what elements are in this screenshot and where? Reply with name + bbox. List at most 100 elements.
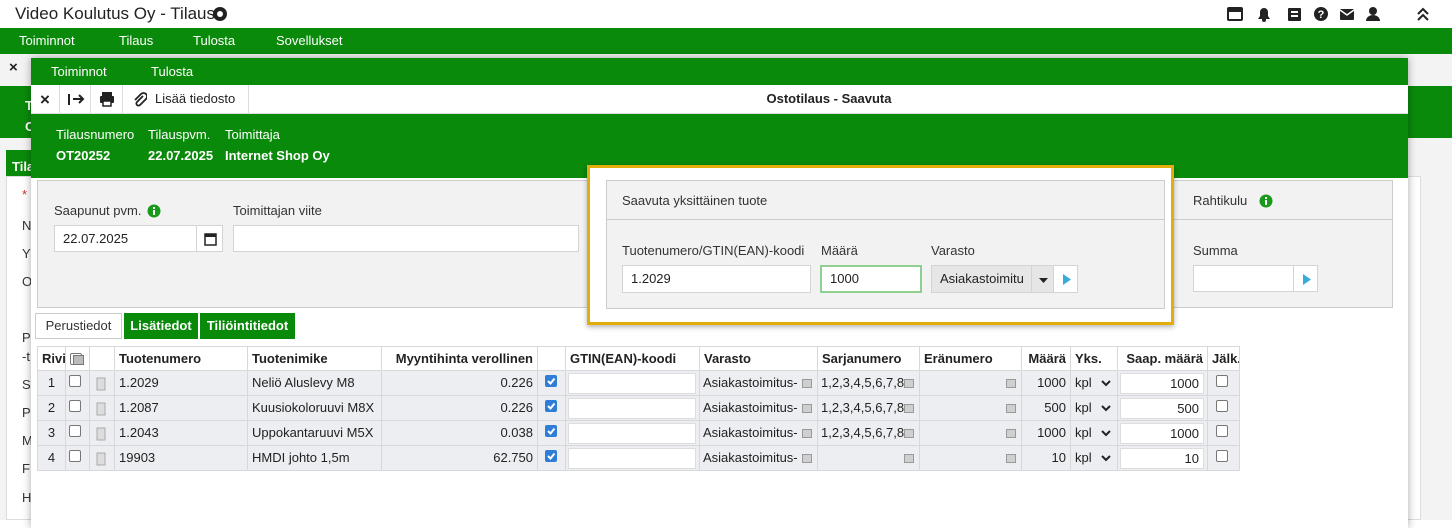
cell-input[interactable]: 10 — [1120, 448, 1204, 469]
cell-select-text[interactable]: 1,2,3,4,5,6,7,8 — [821, 425, 905, 440]
warehouse-dropdown[interactable] — [1031, 265, 1054, 293]
column-header[interactable]: Yks. — [1071, 346, 1118, 371]
single-submit[interactable] — [1053, 265, 1078, 293]
cell-input[interactable] — [568, 398, 696, 419]
highlight-box: Saavuta yksittäinen tuote Tuotenumero/GT… — [587, 165, 1174, 325]
vat-checkbox[interactable] — [545, 450, 557, 462]
followup-checkbox[interactable] — [1216, 375, 1228, 387]
background-text: S — [22, 377, 31, 392]
cell-dropdown[interactable] — [1006, 429, 1016, 438]
cell-dropdown[interactable] — [802, 379, 812, 388]
cell-select-text[interactable]: 1,2,3,4,5,6,7,8 — [821, 375, 905, 390]
column-header[interactable]: Tuotenimike — [248, 346, 382, 371]
menu-item[interactable]: Sovellukset — [276, 33, 343, 48]
cell-dropdown[interactable] — [1006, 379, 1016, 388]
menu-item[interactable]: Tulosta — [151, 64, 194, 79]
cell-dropdown[interactable] — [904, 429, 914, 438]
cell-select-text[interactable]: Asiakastoimitus- — [703, 450, 798, 465]
header-label: Toimittaja — [225, 127, 280, 142]
cell-dropdown[interactable] — [904, 454, 914, 463]
info-icon[interactable] — [1259, 194, 1273, 208]
collapse-icon[interactable] — [1415, 6, 1431, 22]
vat-checkbox[interactable] — [545, 375, 557, 387]
warehouse-select[interactable]: Asiakastoimitu — [931, 265, 1032, 293]
print-button[interactable] — [91, 85, 123, 114]
chevron — [1101, 405, 1111, 412]
cell-input[interactable] — [568, 448, 696, 469]
cell-select-text[interactable]: 1,2,3,4,5,6,7,8 — [821, 400, 905, 415]
table-cell — [920, 421, 1022, 446]
calendar-button[interactable] — [196, 225, 223, 252]
table-cell — [818, 446, 920, 471]
cell-select-text[interactable]: Asiakastoimitus- — [703, 425, 798, 440]
row-checkbox[interactable] — [69, 400, 81, 412]
cell-dropdown[interactable] — [802, 404, 812, 413]
check-mark — [547, 452, 556, 460]
cell-select-text[interactable]: Asiakastoimitus- — [703, 375, 798, 390]
menu-item[interactable]: Tulosta — [193, 33, 236, 48]
sum-input[interactable] — [1193, 265, 1294, 292]
quantity-input[interactable]: 1000 — [820, 265, 922, 293]
cell-dropdown[interactable] — [1006, 404, 1016, 413]
close-button[interactable]: × — [31, 85, 60, 114]
cell-dropdown[interactable] — [1006, 454, 1016, 463]
column-header[interactable]: Saap. määrä — [1118, 346, 1208, 371]
exit-button[interactable] — [60, 85, 91, 114]
followup-checkbox[interactable] — [1216, 400, 1228, 412]
tab[interactable]: Lisätiedot — [124, 313, 198, 339]
row-checkbox[interactable] — [69, 425, 81, 437]
toolbar-icons[interactable]: ? — [1226, 6, 1396, 22]
column-header[interactable]: Tuotenumero — [115, 346, 248, 371]
vat-checkbox[interactable] — [545, 400, 557, 412]
table-cell — [920, 396, 1022, 421]
cell-input[interactable] — [568, 423, 696, 444]
table-cell — [1208, 371, 1240, 396]
dialog-title: Ostotilaus - Saavuta — [766, 91, 892, 106]
row-checkbox[interactable] — [69, 375, 81, 387]
cell-dropdown[interactable] — [802, 454, 812, 463]
column-header[interactable]: Rivi — [37, 346, 66, 371]
header-label: Tilauspvm. — [148, 127, 211, 142]
column-header[interactable]: GTIN(EAN)-koodi — [566, 346, 700, 371]
select-all-dropdown[interactable] — [73, 355, 84, 365]
cell-dropdown[interactable] — [904, 404, 914, 413]
column-header[interactable]: Eränumero — [920, 346, 1022, 371]
cell-dropdown[interactable] — [904, 379, 914, 388]
menu-item[interactable]: Tilaus — [119, 33, 154, 48]
cell-select-text[interactable]: kpl — [1075, 400, 1092, 415]
cell-select-text[interactable]: kpl — [1075, 450, 1092, 465]
warehouse-label: Varasto — [931, 243, 975, 258]
column-header[interactable]: Jälk. — [1208, 346, 1240, 371]
supplier-ref-input[interactable] — [233, 225, 579, 252]
attach-button[interactable]: Lisää tiedosto — [123, 85, 249, 114]
cell-select-text[interactable]: kpl — [1075, 425, 1092, 440]
followup-checkbox[interactable] — [1216, 450, 1228, 462]
tab[interactable]: Perustiedot — [35, 313, 122, 339]
column-header[interactable]: Varasto — [700, 346, 818, 371]
cell-select-text[interactable]: kpl — [1075, 375, 1092, 390]
column-header[interactable]: Määrä — [1022, 346, 1071, 371]
cell-input[interactable] — [568, 373, 696, 394]
cell-input[interactable]: 500 — [1120, 398, 1204, 419]
menu-item[interactable]: Toiminnot — [19, 33, 75, 48]
cell-input[interactable]: 1000 — [1120, 373, 1204, 394]
menu-item[interactable]: Toiminnot — [51, 64, 107, 79]
column-header[interactable]: Sarjanumero — [818, 346, 920, 371]
followup-checkbox[interactable] — [1216, 425, 1228, 437]
row-checkbox[interactable] — [69, 450, 81, 462]
sum-submit[interactable] — [1293, 265, 1318, 292]
column-header[interactable]: Myyntihinta verollinen — [382, 346, 538, 371]
check-mark — [547, 402, 556, 410]
top-bar: Video Koulutus Oy - Tilaus ? — [0, 0, 1452, 28]
tab[interactable]: Tiliöintitiedot — [200, 313, 295, 339]
cell-dropdown[interactable] — [802, 429, 812, 438]
close-background[interactable]: × — [9, 59, 18, 76]
cell-input[interactable]: 1000 — [1120, 423, 1204, 444]
help-icon[interactable] — [212, 6, 228, 22]
table-cell — [566, 396, 700, 421]
arrival-input[interactable]: 22.07.2025 — [54, 225, 197, 252]
vat-checkbox[interactable] — [545, 425, 557, 437]
cell-select-text[interactable]: Asiakastoimitus- — [703, 400, 798, 415]
product-input[interactable]: 1.2029 — [622, 265, 811, 293]
info-icon[interactable] — [147, 204, 161, 218]
